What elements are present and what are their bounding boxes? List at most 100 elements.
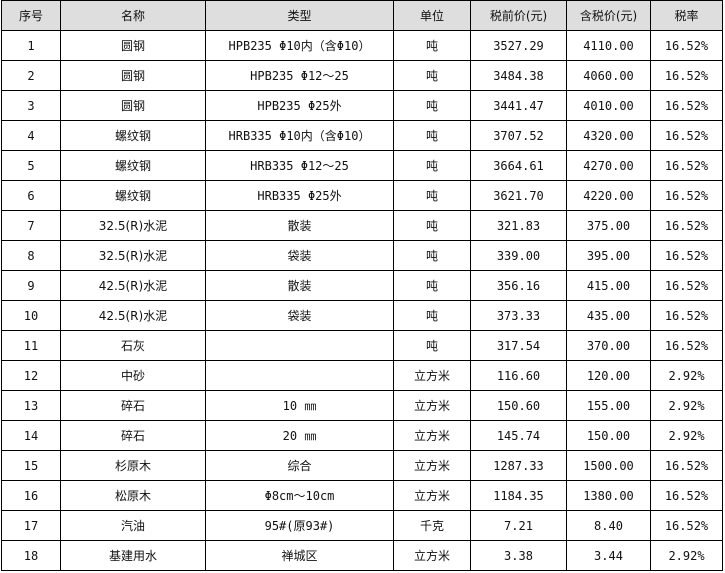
cell-unit: 吨 bbox=[393, 240, 471, 271]
cell-no: 8 bbox=[1, 240, 61, 271]
cell-no: 16 bbox=[1, 480, 61, 511]
cell-tax-rate: 2.92% bbox=[650, 420, 723, 451]
cell-no: 1 bbox=[1, 30, 61, 61]
cell-name: 中砂 bbox=[60, 360, 206, 391]
cell-name: 螺纹钢 bbox=[60, 180, 206, 211]
cell-tax-rate: 16.52% bbox=[650, 480, 723, 511]
cell-name: 32.5(R)水泥 bbox=[60, 210, 206, 241]
cell-taxed-price: 415.00 bbox=[566, 270, 651, 301]
cell-taxed-price: 4220.00 bbox=[566, 180, 651, 211]
cell-pretax-price: 150.60 bbox=[470, 390, 567, 421]
header-taxed-price: 含税价(元) bbox=[566, 0, 651, 31]
cell-name: 基建用水 bbox=[60, 540, 206, 571]
table-row: 9 42.5(R)水泥 散装吨 356.16 415.00 16.52% bbox=[1, 270, 723, 301]
cell-unit: 立方米 bbox=[393, 420, 471, 451]
cell-unit: 吨 bbox=[393, 30, 471, 61]
cell-taxed-price: 120.00 bbox=[566, 360, 651, 391]
table-row: 12 中砂 立方米 116.60 120.00 2.92% bbox=[1, 360, 723, 391]
table-row: 10 42.5(R)水泥 袋装吨 373.33 435.00 16.52% bbox=[1, 300, 723, 331]
cell-type: 禅城区 bbox=[205, 540, 394, 571]
cell-tax-rate: 16.52% bbox=[650, 90, 723, 121]
cell-type: 10 ㎜ bbox=[205, 390, 394, 421]
cell-name: 42.5(R)水泥 bbox=[60, 270, 206, 301]
table-row: 6 螺纹钢 HRB335 Φ25外吨 3621.70 4220.00 16.52% bbox=[1, 180, 723, 211]
cell-pretax-price: 7.21 bbox=[470, 510, 567, 541]
cell-taxed-price: 4270.00 bbox=[566, 150, 651, 181]
cell-taxed-price: 435.00 bbox=[566, 300, 651, 331]
cell-pretax-price: 1184.35 bbox=[470, 480, 567, 511]
cell-taxed-price: 1380.00 bbox=[566, 480, 651, 511]
cell-name: 42.5(R)水泥 bbox=[60, 300, 206, 331]
cell-unit: 吨 bbox=[393, 60, 471, 91]
cell-no: 2 bbox=[1, 60, 61, 91]
table-header-row: 序号 名称 类型 单位 税前价(元) 含税价(元) 税率 bbox=[1, 0, 723, 31]
cell-taxed-price: 8.40 bbox=[566, 510, 651, 541]
cell-name: 螺纹钢 bbox=[60, 150, 206, 181]
cell-pretax-price: 3527.29 bbox=[470, 30, 567, 61]
cell-taxed-price: 4060.00 bbox=[566, 60, 651, 91]
table-row: 18 基建用水 禅城区 立方米 3.38 3.44 2.92% bbox=[1, 540, 723, 571]
cell-taxed-price: 395.00 bbox=[566, 240, 651, 271]
cell-tax-rate: 2.92% bbox=[650, 360, 723, 391]
cell-pretax-price: 356.16 bbox=[470, 270, 567, 301]
cell-unit: 吨 bbox=[393, 330, 471, 361]
table-row: 3 圆钢 HPB235 Φ25外吨 3441.47 4010.00 16.52% bbox=[1, 90, 723, 121]
cell-unit: 吨 bbox=[393, 120, 471, 151]
cell-pretax-price: 116.60 bbox=[470, 360, 567, 391]
cell-pretax-price: 3441.47 bbox=[470, 90, 567, 121]
cell-no: 12 bbox=[1, 360, 61, 391]
table-row: 16 松原木 Φ8cm～10cm 立方米 1184.35 1380.00 16.52% bbox=[1, 480, 723, 511]
cell-tax-rate: 16.52% bbox=[650, 180, 723, 211]
cell-type: HRB335 Φ25外 bbox=[205, 180, 394, 211]
cell-unit: 立方米 bbox=[393, 360, 471, 391]
header-name: 名称 bbox=[60, 0, 206, 31]
table-row: 1 圆钢 HPB235 Φ10内（含Φ10）吨 3527.29 4110.00 16.52… bbox=[1, 30, 723, 61]
cell-unit: 立方米 bbox=[393, 450, 471, 481]
cell-tax-rate: 16.52% bbox=[650, 270, 723, 301]
cell-name: 石灰 bbox=[60, 330, 206, 361]
cell-type: 20 ㎜ bbox=[205, 420, 394, 451]
cell-no: 3 bbox=[1, 90, 61, 121]
cell-no: 9 bbox=[1, 270, 61, 301]
cell-tax-rate: 2.92% bbox=[650, 390, 723, 421]
cell-name: 螺纹钢 bbox=[60, 120, 206, 151]
cell-taxed-price: 3.44 bbox=[566, 540, 651, 571]
cell-unit: 千克 bbox=[393, 510, 471, 541]
cell-taxed-price: 4320.00 bbox=[566, 120, 651, 151]
cell-pretax-price: 3707.52 bbox=[470, 120, 567, 151]
cell-pretax-price: 373.33 bbox=[470, 300, 567, 331]
table-row: 5 螺纹钢 HRB335 Φ12～25 吨 3664.61 4270.00 16.52% bbox=[1, 150, 723, 181]
cell-type: HPB235 Φ10内（含Φ10） bbox=[205, 30, 394, 61]
cell-pretax-price: 3484.38 bbox=[470, 60, 567, 91]
cell-type: 散装 bbox=[205, 270, 394, 301]
cell-taxed-price: 155.00 bbox=[566, 390, 651, 421]
cell-unit: 吨 bbox=[393, 300, 471, 331]
cell-unit: 吨 bbox=[393, 180, 471, 211]
cell-taxed-price: 1500.00 bbox=[566, 450, 651, 481]
table-row: 2 圆钢 HPB235 Φ12～25 吨 3484.38 4060.00 16.52% bbox=[1, 60, 723, 91]
table-row: 8 32.5(R)水泥 袋装吨 339.00 395.00 16.52% bbox=[1, 240, 723, 271]
cell-pretax-price: 3664.61 bbox=[470, 150, 567, 181]
cell-unit: 吨 bbox=[393, 150, 471, 181]
cell-tax-rate: 16.52% bbox=[650, 150, 723, 181]
cell-tax-rate: 16.52% bbox=[650, 120, 723, 151]
cell-type: HRB335 Φ12～25 bbox=[205, 150, 394, 181]
cell-taxed-price: 370.00 bbox=[566, 330, 651, 361]
header-no: 序号 bbox=[1, 0, 61, 31]
cell-unit: 吨 bbox=[393, 90, 471, 121]
cell-name: 松原木 bbox=[60, 480, 206, 511]
cell-unit: 立方米 bbox=[393, 540, 471, 571]
cell-type: 袋装 bbox=[205, 240, 394, 271]
cell-tax-rate: 16.52% bbox=[650, 210, 723, 241]
cell-no: 5 bbox=[1, 150, 61, 181]
cell-pretax-price: 317.54 bbox=[470, 330, 567, 361]
cell-name: 圆钢 bbox=[60, 30, 206, 61]
cell-pretax-price: 339.00 bbox=[470, 240, 567, 271]
cell-unit: 吨 bbox=[393, 210, 471, 241]
cell-type: HPB235 Φ25外 bbox=[205, 90, 394, 121]
header-unit: 单位 bbox=[393, 0, 471, 31]
cell-name: 汽油 bbox=[60, 510, 206, 541]
